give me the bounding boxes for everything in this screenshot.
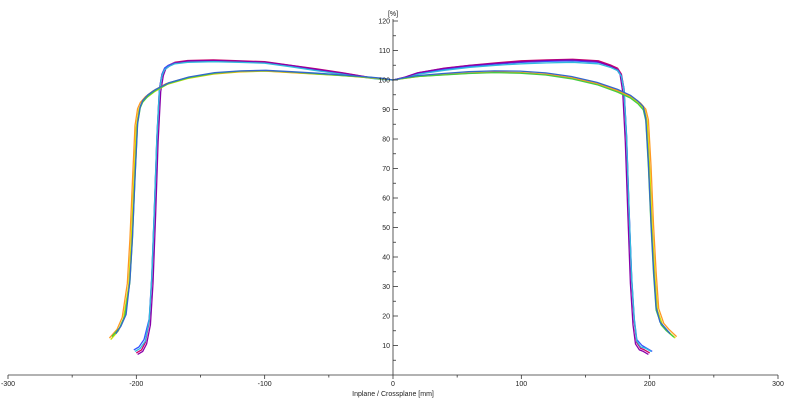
y-tick-label: 90 [382, 107, 390, 114]
y-tick-label: 70 [382, 166, 390, 173]
y-tick-label: 120 [378, 19, 390, 26]
y-tick-label: 30 [382, 284, 390, 291]
x-tick-label: -100 [258, 381, 272, 388]
x-tick-label: 200 [644, 381, 656, 388]
y-tick-label: 100 [378, 78, 390, 85]
y-tick-label: 50 [382, 225, 390, 232]
y-tick-label: 60 [382, 196, 390, 203]
y-tick-label: 80 [382, 137, 390, 144]
ticks-layer: -300 -200 -100 0 100 200 300 10 20 30 40 50 60 70 80 90… [1, 19, 784, 389]
y-tick-label: 20 [382, 314, 390, 321]
x-axis-title: Inplane / Crossplane [mm] [352, 391, 434, 398]
x-tick-label: 0 [391, 381, 395, 388]
y-axis-title: [%] [388, 11, 398, 18]
y-tick-label: 110 [379, 48, 390, 55]
y-tick-label: 10 [382, 343, 390, 350]
x-tick-label: 300 [772, 381, 784, 388]
x-tick-label: -300 [1, 381, 15, 388]
x-tick-label: 100 [515, 381, 527, 388]
x-tick-label: -200 [129, 381, 143, 388]
y-tick-label: 40 [382, 255, 390, 262]
